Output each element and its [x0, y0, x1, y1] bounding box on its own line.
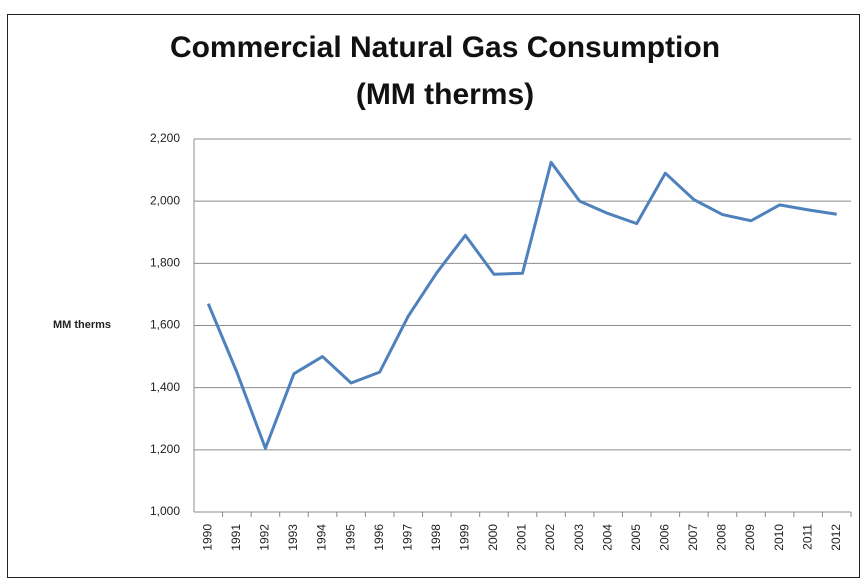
x-tick-label: 2009 — [743, 524, 757, 551]
x-tick-label: 2002 — [543, 524, 557, 551]
y-tick-label: 1,800 — [150, 256, 180, 270]
x-tick-label: 1998 — [429, 524, 443, 551]
y-axis-label: MM therms — [53, 319, 111, 331]
x-tick-label: 2010 — [772, 524, 786, 551]
x-tick-label: 2000 — [486, 524, 500, 551]
y-tick-label: 1,600 — [150, 318, 180, 332]
y-tick-label: 2,200 — [150, 131, 180, 145]
y-tick-label: 2,000 — [150, 193, 180, 207]
x-tick-label: 1994 — [315, 524, 329, 551]
x-tick-label: 2001 — [515, 524, 529, 551]
x-tick-label: 2006 — [657, 524, 671, 551]
y-tick-label: 1,400 — [150, 380, 180, 394]
x-tick-label: 2011 — [800, 524, 814, 550]
x-tick-label: 1991 — [229, 524, 243, 551]
y-tick-label: 1,200 — [150, 442, 180, 456]
x-tick-label: 1996 — [372, 524, 386, 551]
chart-title: Commercial Natural Gas Consumption (MM t… — [169, 31, 721, 111]
x-tick-label: 2007 — [686, 524, 700, 551]
x-tick-label: 1992 — [258, 524, 272, 551]
x-tick-label: 1993 — [286, 524, 300, 551]
y-tick-label: 1,000 — [150, 504, 180, 518]
x-tick-label: 1990 — [200, 524, 214, 551]
x-tick-label: 2008 — [715, 524, 729, 551]
chart-frame — [7, 14, 860, 578]
x-tick-label: 2005 — [629, 524, 643, 551]
x-tick-label: 1999 — [458, 524, 472, 551]
x-tick-label: 1995 — [343, 524, 357, 551]
x-tick-label: 1997 — [400, 524, 414, 551]
x-tick-label: 2004 — [600, 524, 614, 551]
line — [206, 160, 837, 450]
x-tick-label: 2003 — [572, 524, 586, 551]
x-tick-label: 2012 — [829, 524, 843, 551]
